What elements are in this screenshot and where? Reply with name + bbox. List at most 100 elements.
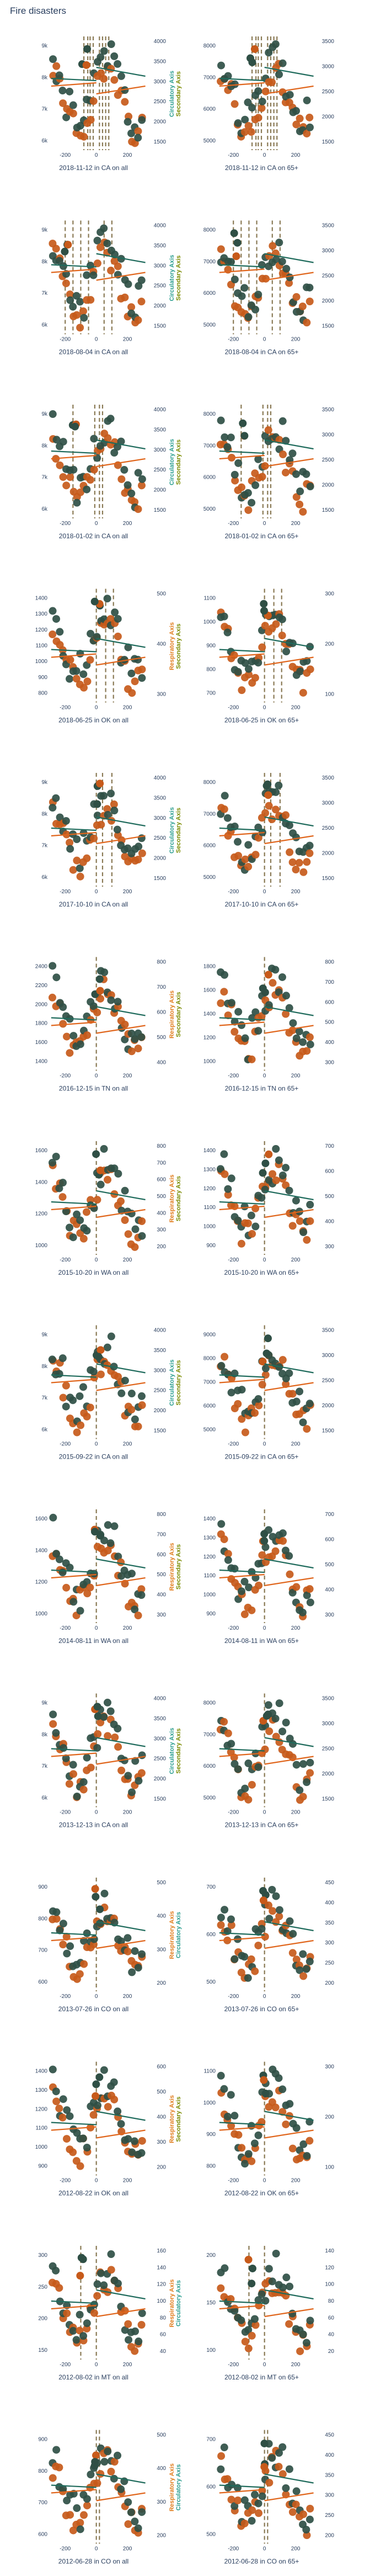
- scatter-point-outlier: [232, 252, 240, 261]
- y-tick-label: 1800: [203, 964, 216, 970]
- scatter-point-respiratory: [282, 1010, 290, 1018]
- chart-caption: 2013-07-26 in CO on 65+: [224, 2005, 299, 2013]
- scatter-point-circulatory: [138, 1950, 146, 1958]
- scatter-point-respiratory: [110, 2458, 119, 2466]
- scatter-point-circulatory: [247, 1211, 255, 1220]
- y2-tick-label: 200: [157, 2533, 166, 2539]
- scatter-point-circulatory: [52, 2266, 60, 2275]
- scatter-point-circulatory: [63, 2106, 71, 2114]
- scatter-point-circulatory: [217, 2465, 225, 2473]
- scatter-point-respiratory: [237, 1239, 245, 1248]
- scatter-point-circulatory: [278, 1172, 287, 1180]
- scatter-point-circulatory: [292, 1397, 301, 1406]
- trend-line-circulatory-post: [264, 638, 314, 648]
- trend-line-respiratory-pre: [51, 1936, 96, 1942]
- chart-caption: 2015-10-20 in WA on 65+: [224, 1269, 299, 1276]
- scatter-point-circulatory: [282, 1164, 290, 1172]
- scatter-point-outlier: [264, 791, 272, 799]
- scatter-point-respiratory: [117, 1558, 125, 1566]
- scatter-point-circulatory: [296, 487, 304, 496]
- scatter-point-respiratory: [238, 483, 246, 491]
- scatter-point-outlier: [260, 600, 268, 608]
- scatter-point-circulatory: [296, 1387, 304, 1396]
- axis-title-group: Circulatory Axis Secondary Axis: [169, 1728, 182, 1774]
- chart-caption: 2017-10-10 in CA on 65+: [225, 900, 299, 908]
- scatter-point-circulatory: [251, 2490, 259, 2499]
- chart-panel: 700 600 500 450 400 350 300 250 200 -200 0 200 2012-…: [206, 2430, 334, 2566]
- scatter-point-circulatory: [63, 2497, 71, 2505]
- y2-axis-title: Secondary Axis: [175, 439, 182, 485]
- y-tick-label: 9000: [203, 1332, 216, 1338]
- trend-line-circulatory-post: [264, 1737, 314, 1747]
- scatter-point-circulatory: [275, 1156, 283, 1164]
- scatter-point-circulatory: [303, 1591, 311, 1599]
- y2-tick-label: 100: [325, 692, 334, 698]
- scatter-point-respiratory: [94, 1730, 102, 1738]
- scatter-point-respiratory: [299, 508, 307, 516]
- y-tick-label: 1400: [203, 1148, 216, 1154]
- scatter-point-circulatory: [258, 1925, 266, 1933]
- y-tick-label: 6k: [41, 138, 48, 144]
- trend-line-respiratory-pre: [219, 82, 265, 87]
- scatter-point-respiratory: [288, 1949, 297, 1957]
- scatter-point-circulatory: [94, 2101, 102, 2109]
- y-tick-label: 7k: [41, 1395, 48, 1401]
- scatter-point-circulatory: [73, 2504, 81, 2513]
- scatter-point-outlier: [95, 2073, 104, 2081]
- scatter-point-circulatory: [292, 1196, 300, 1205]
- scatter-point-respiratory: [127, 1047, 136, 1056]
- trend-line-circulatory-pre: [219, 1374, 265, 1378]
- chart-caption: 2013-12-13 in CA on 65+: [225, 1821, 299, 1829]
- y-tick-label: 300: [38, 2252, 47, 2259]
- scatter-point-circulatory: [121, 1376, 129, 1385]
- y-tick-label: 7k: [41, 475, 48, 481]
- scatter-point-circulatory: [217, 61, 226, 70]
- scatter-point-circulatory: [223, 628, 232, 637]
- x-tick-label: 0: [95, 2362, 98, 2368]
- scatter-point-respiratory: [282, 811, 290, 819]
- y-tick-label: 1000: [35, 1243, 48, 1249]
- chart-panel: 1400 1300 1200 1100 1000 900 800 500 400 300 -200 0…: [35, 589, 182, 724]
- scatter-point-circulatory: [76, 1040, 84, 1048]
- x-tick-label: 200: [123, 1810, 132, 1816]
- scatter-point-respiratory: [66, 2511, 74, 2519]
- chart-caption: 2018-11-12 in CA on all: [59, 164, 128, 172]
- chart-caption: 2012-08-02 in MT on all: [58, 2373, 128, 2381]
- scatter-point-circulatory: [110, 52, 119, 60]
- scatter-point-respiratory: [83, 1589, 92, 1598]
- trend-line-respiratory-post: [96, 835, 146, 845]
- y2-tick-label: 1500: [154, 139, 167, 145]
- scatter-point-circulatory: [221, 971, 229, 979]
- scatter-point-circulatory: [244, 2150, 253, 2158]
- scatter-point-circulatory: [278, 59, 287, 67]
- scatter-point-respiratory: [124, 1947, 132, 1955]
- scatter-point-circulatory: [282, 264, 291, 273]
- scatter-point-circulatory: [72, 667, 81, 675]
- scatter-point-respiratory: [230, 100, 239, 108]
- scatter-point-circulatory: [69, 465, 78, 474]
- scatter-point-circulatory: [58, 1179, 67, 1187]
- scatter-point-circulatory: [52, 2087, 60, 2096]
- y-tick-label: 800: [206, 2164, 216, 2170]
- scatter-point-respiratory: [73, 311, 81, 319]
- scatter-point-circulatory: [244, 489, 252, 497]
- scatter-point-circulatory: [275, 2449, 283, 2457]
- x-tick-label: 200: [291, 152, 301, 158]
- y-tick-label: 7000: [203, 259, 216, 265]
- scatter-point-circulatory: [114, 998, 122, 1006]
- y-tick-label: 700: [206, 691, 216, 697]
- chart-caption: 2012-06-28 in CO on all: [58, 2558, 128, 2566]
- y2-tick-label: 300: [325, 2064, 334, 2070]
- y-tick-label: 1600: [35, 1040, 48, 1046]
- y2-tick-label: 400: [157, 2114, 166, 2121]
- scatter-point-circulatory: [52, 1152, 60, 1160]
- scatter-point-circulatory: [286, 2282, 294, 2291]
- scatter-point-circulatory: [93, 1743, 101, 1752]
- y-tick-label: 150: [38, 2347, 47, 2354]
- y2-axis-title: Secondary Axis: [175, 71, 182, 116]
- scatter-point-circulatory: [272, 1145, 280, 1153]
- y2-tick-label: 300: [325, 1060, 334, 1066]
- scatter-point-circulatory: [66, 2112, 74, 2121]
- scatter-point-circulatory: [234, 838, 242, 846]
- scatter-point-respiratory: [58, 2113, 67, 2122]
